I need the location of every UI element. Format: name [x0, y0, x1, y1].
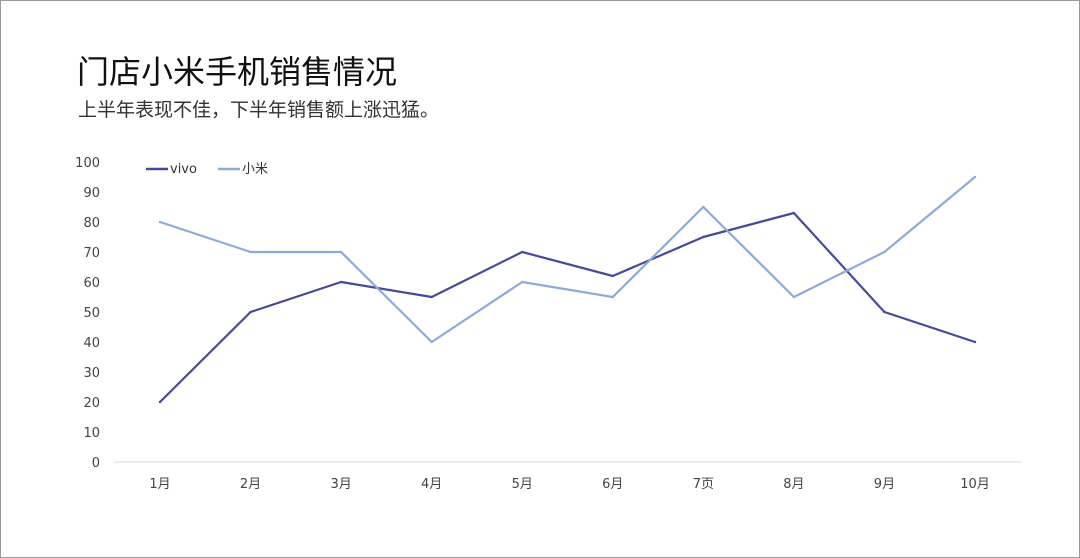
legend-label: vivo: [170, 162, 197, 177]
data-point: [792, 211, 796, 215]
y-tick-label: 10: [83, 426, 100, 441]
y-tick-label: 100: [75, 156, 100, 171]
series-line-0: [158, 211, 977, 404]
x-tick-label: 6月: [602, 477, 623, 492]
x-axis: 1月 2月 3月 4月 5月 6月 7页 8月 9月 10月: [114, 461, 1021, 492]
data-point: [883, 250, 886, 254]
data-point: [973, 175, 977, 179]
y-tick-label: 20: [83, 396, 100, 411]
x-tick-label: 7页: [693, 477, 714, 492]
data-point: [249, 250, 252, 254]
y-tick-label: 30: [83, 366, 100, 381]
data-point: [792, 295, 796, 299]
data-point: [430, 295, 433, 299]
y-tick-label: 90: [83, 186, 100, 201]
x-tick-label: 8月: [783, 477, 804, 492]
chart-subtitle: 上半年表现不佳，下半年销售额上涨迅猛。: [78, 99, 440, 121]
x-tick-label: 5月: [512, 477, 533, 492]
data-point: [702, 205, 705, 209]
x-tick-label: 2月: [240, 477, 261, 492]
data-point: [430, 340, 433, 344]
data-point: [339, 250, 343, 254]
data-point: [249, 310, 252, 314]
series-lines: [158, 175, 977, 404]
series-line-1: [158, 175, 977, 344]
y-tick-label: 40: [83, 336, 100, 351]
data-point: [158, 400, 162, 404]
x-tick-label: 10月: [960, 477, 990, 492]
data-point: [158, 220, 162, 224]
data-point: [521, 280, 524, 284]
legend: vivo 小米: [146, 162, 268, 177]
x-tick-label: 1月: [149, 477, 170, 492]
y-tick-label: 0: [92, 456, 100, 471]
data-point: [339, 280, 343, 284]
legend-label: 小米: [242, 162, 268, 177]
data-point: [702, 235, 705, 239]
x-tick-label: 9月: [874, 477, 895, 492]
y-tick-label: 60: [83, 276, 100, 291]
data-point: [973, 340, 977, 344]
y-tick-label: 70: [83, 246, 100, 261]
y-tick-label: 80: [83, 216, 100, 231]
x-tick-label: 4月: [421, 477, 442, 492]
data-point: [611, 274, 614, 278]
chart-title: 门店小米手机销售情况: [77, 53, 398, 91]
data-point: [883, 310, 886, 314]
y-tick-label: 50: [83, 306, 100, 321]
data-point: [611, 295, 614, 299]
x-tick-label: 3月: [330, 477, 351, 492]
data-point: [521, 250, 524, 254]
y-axis: 0 10 20 30 40 50 60 70 80 90 100: [75, 156, 100, 471]
